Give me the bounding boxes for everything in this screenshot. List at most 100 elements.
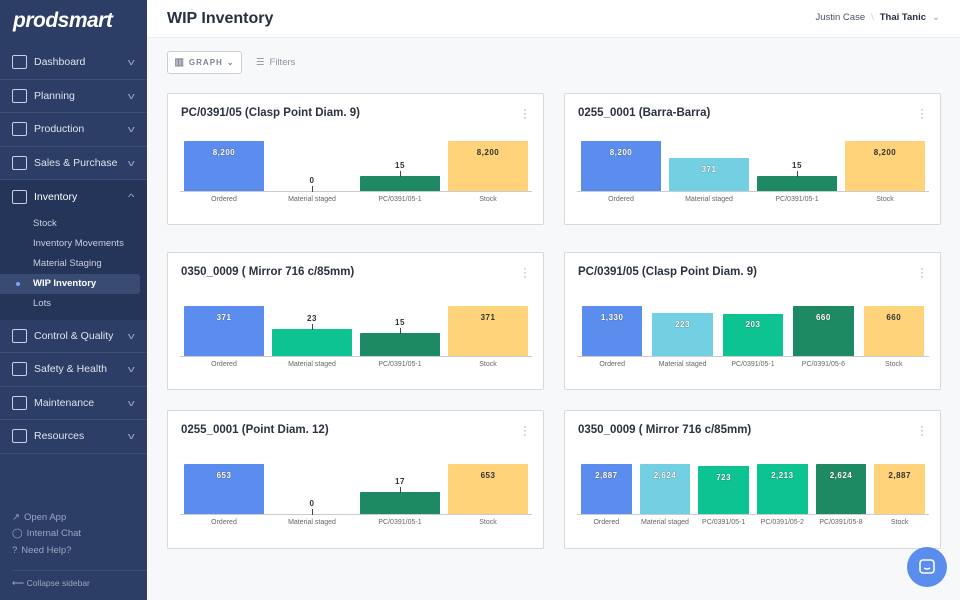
sidebar-subitem-inventory-movements[interactable]: Inventory Movements [33, 238, 124, 249]
category-label: Ordered [211, 196, 237, 203]
chevron-up-icon: ^ [127, 191, 135, 202]
sidebar-item-maintenance[interactable]: Maintenance v [0, 387, 147, 420]
chevron-down-icon: v [127, 330, 135, 341]
calendar-icon [12, 88, 27, 103]
chevron-down-icon: v [127, 364, 135, 375]
footer-link-need-help-[interactable]: ? Need Help? [12, 542, 81, 559]
bar-stock[interactable] [448, 141, 528, 191]
chevron-down-icon: v [127, 57, 135, 68]
x-axis-line [577, 514, 929, 515]
chat-launcher-button[interactable] [907, 547, 947, 587]
user-name: Justin Case [815, 12, 866, 23]
sidebar-item-label: Maintenance [34, 396, 95, 409]
sidebar-item-label: Resources [34, 430, 85, 443]
bar-stock[interactable] [874, 464, 925, 514]
bar-stock[interactable] [448, 464, 528, 514]
inventory-chart-card: 0350_0009 ( Mirror 716 c/85mm) · · · 2,887 Or… [564, 410, 941, 549]
data-label: 2,887 [595, 471, 618, 480]
category-label: Material staged [685, 196, 733, 203]
bar-material-staged[interactable] [272, 329, 352, 356]
data-label: 1,330 [600, 313, 624, 322]
chevron-down-icon: v [127, 124, 135, 135]
chevron-down-icon: v [127, 90, 135, 101]
category-label: Ordered [211, 361, 237, 368]
more-options-icon[interactable]: · · · [523, 261, 527, 283]
card-title: 0255_0001 (Point Diam. 12) [181, 424, 329, 436]
data-label: 371 [216, 313, 232, 322]
footer-link-open-app[interactable]: ↗ Open App [12, 509, 81, 526]
bar-pc-0391-05-1[interactable] [360, 175, 440, 191]
sidebar-item-dashboard[interactable]: Dashboard v [0, 46, 147, 80]
view-select[interactable]: ▥ GRAPH ⌄ [167, 51, 242, 74]
category-label: PC/0391/05-1 [731, 361, 775, 368]
bar-ordered[interactable] [581, 141, 661, 191]
bar-material-staged[interactable] [639, 464, 691, 514]
data-label: 723 [716, 473, 732, 483]
category-label: Ordered [599, 361, 626, 368]
sidebar-subitem-material-staging[interactable]: Material Staging [33, 258, 102, 269]
data-label: 660 [886, 313, 902, 322]
bar-material-staged[interactable] [669, 158, 749, 191]
user-menu[interactable]: Justin Case \ Thai Tanic ⌄ [815, 12, 940, 23]
sidebar-item-control-quality[interactable]: Control & Quality v [0, 320, 147, 353]
bar-pc-0391-05-6[interactable] [793, 306, 854, 356]
tools-icon [12, 395, 27, 410]
bar-pc-0391-05-1[interactable] [360, 332, 440, 356]
collapse-sidebar-button[interactable]: ⟵ Collapse sidebar [12, 570, 147, 589]
bar-pc-0391-05-8[interactable] [815, 464, 867, 514]
data-label: 15 [395, 317, 405, 327]
sidebar-subitem-lots[interactable]: Lots [33, 298, 51, 309]
sidebar-item-sales-purchase[interactable]: Sales & Purchase v [0, 147, 147, 180]
category-label: Ordered [608, 196, 634, 203]
bar-pc-0391-05-2[interactable] [757, 464, 808, 514]
footer-link-internal-chat[interactable]: ◯ Internal Chat [12, 526, 81, 543]
sidebar-item-label: Control & Quality [34, 329, 114, 342]
more-options-icon[interactable]: · · · [920, 419, 924, 441]
inventory-chart-card: PC/0391/05 (Clasp Point Diam. 9) · · · 1,330… [564, 252, 941, 390]
data-label: 371 [480, 313, 496, 322]
bar-ordered[interactable] [581, 464, 632, 514]
bar-pc-0391-05-1[interactable] [722, 313, 784, 356]
bar-pc-0391-05-1[interactable] [757, 175, 837, 191]
bar-ordered[interactable] [184, 306, 264, 356]
label-tick [400, 170, 401, 177]
sidebar-item-production[interactable]: Production v [0, 113, 147, 147]
data-label: 8,200 [609, 148, 633, 157]
bar-material-staged[interactable] [652, 312, 713, 356]
sidebar-subitem-wip-inventory[interactable]: WIP Inventory [0, 273, 140, 294]
bar-chart: 2,887 Ordered 2,624 Material staged 723 PC/03… [577, 457, 929, 537]
x-axis-line [180, 356, 532, 357]
inventory-chart-card: 0350_0009 ( Mirror 716 c/85mm) · · · 371 Orde… [167, 252, 544, 390]
box-icon [12, 155, 27, 170]
bar-stock[interactable] [863, 306, 925, 356]
dolly-icon [12, 189, 27, 204]
bar-stock[interactable] [448, 306, 528, 356]
sidebar-item-safety-health[interactable]: Safety & Health v [0, 353, 147, 387]
label-tick [312, 324, 313, 331]
sidebar-subitem-stock[interactable]: Stock [33, 218, 57, 229]
more-options-icon[interactable]: · · · [920, 102, 924, 124]
bar-ordered[interactable] [184, 141, 264, 191]
category-label: PC/0391/05-2 [760, 519, 804, 526]
sidebar-footer: ↗ Open App ◯ Internal Chat? Need Help? [12, 509, 81, 559]
sidebar-item-label: Production [34, 123, 85, 136]
bar-stock[interactable] [845, 141, 925, 191]
bar-ordered[interactable] [581, 306, 643, 356]
bar-ordered[interactable] [184, 464, 264, 514]
more-options-icon[interactable]: · · · [920, 261, 924, 283]
inventory-chart-card: 0255_0001 (Point Diam. 12) · · · 653 Ordered 0… [167, 410, 544, 549]
sidebar-item-label: Safety & Health [34, 363, 107, 376]
sidebar-item-inventory[interactable]: Inventory ^ [0, 180, 147, 214]
sidebar-item-planning[interactable]: Planning v [0, 80, 147, 113]
more-options-icon[interactable]: · · · [523, 419, 527, 441]
bar-pc-0391-05-1[interactable] [698, 466, 749, 514]
more-options-icon[interactable]: · · · [523, 102, 527, 124]
bar-chart: 1,330 Ordered 223 Material staged 203 PC/0391… [577, 299, 929, 379]
data-label: 15 [792, 160, 802, 170]
sidebar-item-resources[interactable]: Resources v [0, 420, 147, 454]
data-label: 371 [701, 165, 717, 175]
category-label: PC/0391/05-8 [819, 519, 863, 526]
filters-button[interactable]: ☰ Filters [256, 57, 295, 68]
bar-pc-0391-05-1[interactable] [360, 491, 440, 514]
x-axis-line [180, 191, 532, 192]
